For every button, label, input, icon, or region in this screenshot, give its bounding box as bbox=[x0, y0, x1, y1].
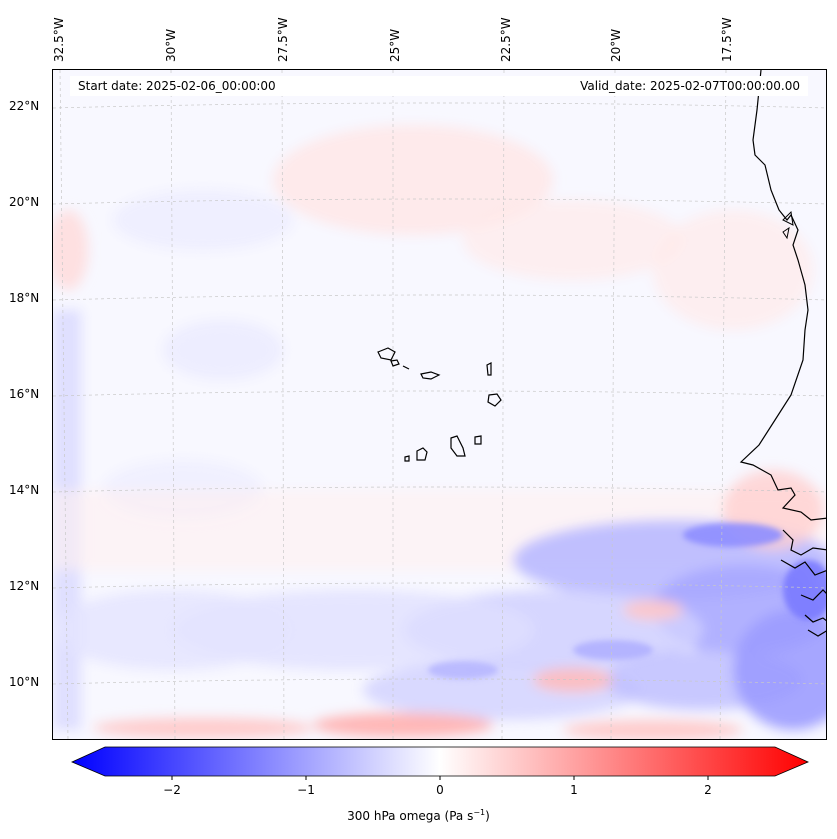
omega-map-canvas bbox=[53, 70, 826, 739]
island-fogo bbox=[416, 447, 428, 461]
island-santa-luzia bbox=[402, 365, 410, 370]
lon-label-27.5w: 27.5°W bbox=[276, 17, 290, 62]
start-date-label: Start date: 2025-02-06_00:00:00 bbox=[78, 79, 276, 93]
coastal-island bbox=[782, 226, 790, 240]
lat-label-12n: 12°N bbox=[9, 579, 40, 593]
omega-field bbox=[53, 125, 826, 739]
colorbar: −2 −1 0 1 2 bbox=[71, 746, 809, 797]
lat-label-10n: 10°N bbox=[9, 675, 40, 689]
lon-label-22.5w: 22.5°W bbox=[499, 17, 513, 62]
island-sao-vicente bbox=[390, 359, 400, 367]
lon-label-32.5w: 32.5°W bbox=[52, 17, 66, 62]
lon-label-30w: 30°W bbox=[164, 28, 178, 62]
island-sal bbox=[486, 362, 492, 376]
colorbar-label-prefix: 300 hPa omega (Pa s bbox=[347, 809, 474, 823]
date-banner: Start date: 2025-02-06_00:00:00 Valid_da… bbox=[70, 76, 808, 96]
valid-date-label: Valid_date: 2025-02-07T00:00:00.00 bbox=[580, 79, 800, 93]
colorbar-label: 300 hPa omega (Pa s−1) bbox=[0, 808, 837, 823]
colorbar-tick-label: 1 bbox=[570, 783, 578, 797]
lon-label-17.5w: 17.5°W bbox=[720, 17, 734, 62]
lat-label-18n: 18°N bbox=[9, 291, 40, 305]
coastal-island bbox=[782, 210, 794, 226]
colorbar-ticks: −2 −1 0 1 2 bbox=[163, 776, 712, 797]
colorbar-ramp bbox=[71, 746, 809, 777]
lat-label-20n: 20°N bbox=[9, 195, 40, 209]
colorbar-tick-label: −2 bbox=[163, 783, 181, 797]
map-panel bbox=[52, 69, 827, 740]
island-boa-vista bbox=[487, 393, 502, 407]
lat-label-14n: 14°N bbox=[9, 483, 40, 497]
colorbar-label-sup: −1 bbox=[473, 808, 486, 817]
lon-label-20w: 20°W bbox=[609, 28, 623, 62]
gridlines bbox=[53, 70, 826, 739]
lat-label-22n: 22°N bbox=[9, 99, 40, 113]
island-brava bbox=[404, 455, 410, 462]
lon-label-25w: 25°W bbox=[388, 28, 402, 62]
colorbar-tick-label: 0 bbox=[436, 783, 444, 797]
island-santiago bbox=[450, 435, 466, 457]
island-santo-antao bbox=[377, 347, 396, 361]
island-maio bbox=[474, 435, 482, 445]
colorbar-tick-label: 2 bbox=[704, 783, 712, 797]
colorbar-tick-label: −1 bbox=[297, 783, 315, 797]
lat-label-16n: 16°N bbox=[9, 387, 40, 401]
colorbar-label-suffix: ) bbox=[485, 809, 490, 823]
cape-verde-islands bbox=[377, 347, 502, 462]
coastline-west-africa bbox=[739, 70, 826, 637]
island-sao-nicolau bbox=[420, 371, 441, 380]
